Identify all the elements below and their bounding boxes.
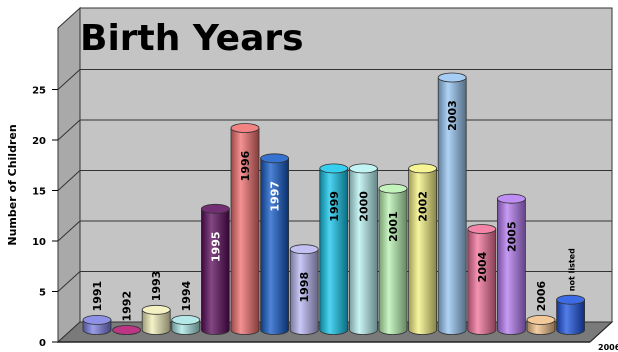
bar-body <box>260 157 289 335</box>
bar-body <box>289 248 319 335</box>
bar-body <box>467 228 497 335</box>
bar-body <box>141 309 171 335</box>
bar-label: 1999 <box>328 191 341 222</box>
bar-top <box>112 325 141 335</box>
y-tick-label: 0 <box>39 338 46 349</box>
bar-body <box>319 168 349 335</box>
gridline-side <box>57 69 81 90</box>
bar-2005 <box>496 193 526 335</box>
bar-2002 <box>408 163 438 335</box>
y-tick-label: 10 <box>32 237 46 248</box>
y-axis-label: Number of Children <box>6 124 19 245</box>
bar-not-listed <box>556 294 585 335</box>
bar-1997 <box>260 153 290 335</box>
bar-1996 <box>230 123 260 335</box>
bar-body <box>349 168 378 335</box>
bar-label: 2003 <box>446 100 459 131</box>
bar-top <box>230 123 260 133</box>
bar-top <box>496 193 526 204</box>
bar-label: 1991 <box>91 281 104 312</box>
bar-label: 2002 <box>417 191 430 222</box>
bar-label: 2000 <box>357 191 370 222</box>
bar-1993 <box>141 304 171 335</box>
y-tick-label: 20 <box>32 136 46 147</box>
bar-labels: 1991 1992 1993 1994 1995 1996 1997 1998 1999 2000… <box>91 100 577 321</box>
bar-1994 <box>171 314 201 335</box>
bar-body <box>201 208 230 335</box>
bar-top <box>200 203 230 214</box>
bar-1999 <box>319 163 349 335</box>
bar-top <box>171 314 201 325</box>
bar-body <box>497 198 526 335</box>
bar-label: 1998 <box>298 272 311 303</box>
bar-top <box>141 304 171 315</box>
bar-label: 1995 <box>209 231 222 262</box>
bar-label: not listed <box>568 248 577 291</box>
bar-label: 2005 <box>505 221 518 252</box>
bar-1991 <box>82 314 112 335</box>
gridline-side <box>57 271 81 292</box>
floor-edge <box>589 321 613 343</box>
bar-1992 <box>112 325 142 335</box>
side-wall <box>57 6 81 344</box>
gridline-side <box>57 170 81 191</box>
bar-2006 <box>526 314 556 335</box>
x-axis-end-label: 2006 <box>598 343 618 352</box>
y-tick-label: 5 <box>39 288 46 299</box>
bar-body <box>408 168 437 335</box>
bar-top <box>556 294 585 305</box>
bar-label: 2001 <box>387 211 400 242</box>
bar-body <box>230 127 260 335</box>
gridline-side <box>57 119 81 141</box>
bar-top <box>319 163 349 174</box>
bar-body <box>556 299 585 335</box>
bar-label: 1993 <box>150 271 163 302</box>
bar-2003 <box>437 72 467 335</box>
bar-label: 1994 <box>180 280 193 311</box>
bar-2004 <box>467 224 497 335</box>
bar-top <box>289 244 319 255</box>
bar-body <box>378 188 408 335</box>
bar-label: 1992 <box>121 291 134 322</box>
bar-2001 <box>378 183 408 335</box>
bar-1995 <box>200 203 230 335</box>
bar-1998 <box>289 244 319 335</box>
bar-label: 1997 <box>269 181 282 212</box>
bar-top <box>378 183 408 194</box>
bar-top <box>260 153 290 164</box>
bar-top <box>82 314 112 325</box>
chart-title: Birth Years <box>80 18 304 59</box>
bar-top <box>437 72 467 83</box>
bar-top <box>408 163 438 174</box>
gridline-side <box>57 220 81 242</box>
y-tick-label: 15 <box>32 187 46 198</box>
bar-top <box>467 224 497 234</box>
bars <box>82 72 585 335</box>
bar-2000 <box>348 163 378 335</box>
bar-label: 2006 <box>535 280 548 311</box>
bar-label: 1996 <box>239 150 252 181</box>
bar-label: 2004 <box>476 251 489 282</box>
bar-body <box>437 77 467 335</box>
bar-top <box>348 163 378 174</box>
y-axis: 0 5 10 15 20 25 2006 <box>32 86 618 352</box>
y-tick-label: 25 <box>32 86 46 97</box>
bar-top <box>526 314 556 325</box>
